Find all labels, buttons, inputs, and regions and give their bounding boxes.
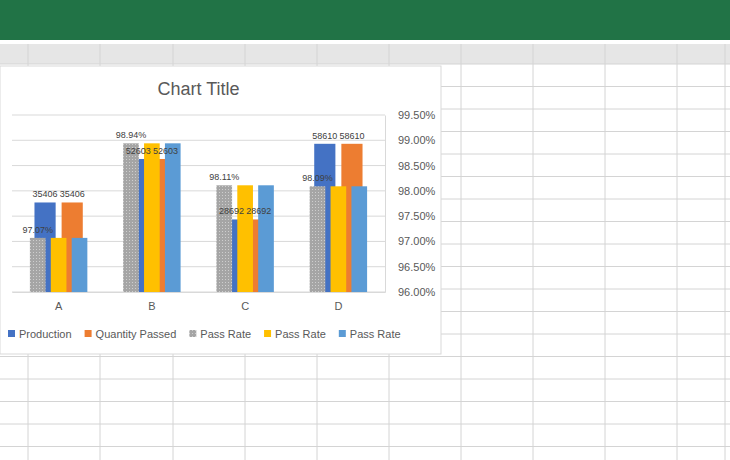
cell-line [725, 44, 726, 460]
ribbon [0, 0, 730, 40]
data-label: 97.07% [22, 225, 53, 235]
y2-tick: 98.00% [385, 185, 436, 197]
cell-line [0, 379, 730, 380]
x-tick-label: B [148, 300, 155, 312]
x-axis-line [13, 292, 386, 293]
y2-tick-label: 96.50% [398, 261, 436, 273]
bar [310, 186, 326, 292]
data-label: 35406 [60, 189, 85, 199]
legend-item: Pass Rate [264, 328, 326, 340]
y2-tick: 98.50% [385, 160, 436, 172]
bar [331, 186, 347, 292]
legend-label: Pass Rate [200, 328, 251, 340]
x-tick-label: D [334, 300, 342, 312]
data-label: 98.94% [116, 130, 147, 140]
y2-tick-label: 98.00% [398, 185, 436, 197]
bar [216, 185, 232, 292]
data-label: 52603 [126, 146, 151, 156]
chart-area [0, 66, 441, 354]
sheet-backdrop [0, 0, 730, 460]
bar [351, 186, 367, 292]
legend-label: Pass Rate [275, 328, 326, 340]
column-header [0, 44, 730, 64]
y2-axis-line [385, 116, 386, 293]
bar [237, 185, 253, 292]
chart-title: Chart Title [157, 79, 239, 99]
legend-label: Pass Rate [350, 328, 401, 340]
bars [30, 143, 367, 292]
x-tick-label: A [55, 300, 63, 312]
grid-line [12, 115, 385, 116]
legend-item: Production [8, 328, 72, 340]
x-tick: B [148, 292, 155, 312]
legend-label: Production [19, 328, 72, 340]
cell-line [533, 44, 534, 460]
x-tick: C [241, 292, 249, 312]
legend-label: Quantity Passed [96, 328, 177, 340]
y2-tick: 96.50% [385, 261, 436, 273]
data-label: 98.09% [302, 173, 333, 183]
grid [12, 115, 385, 292]
cell-line [0, 424, 730, 425]
data-label: 28692 [219, 206, 244, 216]
data-label: 58610 [312, 131, 337, 141]
y2-tick-label: 97.50% [398, 210, 436, 222]
x-axis: A B C D [13, 292, 386, 312]
legend: Production Quantity Passed Pass Rate Pass R… [8, 328, 401, 340]
cell-line [0, 64, 730, 65]
y2-tick: 96.00% [385, 286, 436, 298]
cell-line [0, 356, 730, 357]
y2-tick-label: 99.50% [398, 109, 436, 121]
cell-line [0, 401, 730, 402]
cell-line [605, 44, 606, 460]
x-tick-label: C [241, 300, 249, 312]
y2-tick: 99.00% [385, 134, 436, 146]
y2-tick: 97.50% [385, 210, 436, 222]
data-label: 35406 [33, 189, 58, 199]
y2-tick-label: 97.00% [398, 235, 436, 247]
page: Chart Title 35406 52603 28692 58610 35406 5260… [0, 0, 730, 460]
x-tick: A [55, 292, 63, 312]
legend-item: Quantity Passed [85, 328, 177, 340]
bar [51, 238, 67, 292]
bar [123, 143, 139, 292]
legend-swatch [339, 330, 346, 337]
legend-item: Pass Rate [339, 328, 401, 340]
cell-line [677, 44, 678, 460]
legend-swatch [8, 330, 15, 337]
bar [72, 238, 88, 292]
y2-tick-label: 99.00% [398, 134, 436, 146]
y2-tick: 97.00% [385, 235, 436, 247]
data-labels: 35406 52603 28692 58610 35406 52603 28692 58610… [22, 130, 364, 235]
legend-swatch [264, 330, 271, 337]
bar [165, 143, 181, 292]
bar [258, 185, 274, 292]
cell-line [0, 446, 730, 447]
bar [144, 143, 160, 292]
x-tick: D [334, 292, 342, 312]
legend-swatch [85, 330, 92, 337]
y2-axis: 96.00% 96.50% 97.00% 97.50% 98.00% 98.50% 99.0… [385, 109, 436, 298]
y2-tick: 99.50% [385, 109, 436, 121]
cell-line [461, 44, 462, 460]
data-label: 52603 [153, 146, 178, 156]
data-label: 28692 [246, 206, 271, 216]
data-label: 98.11% [209, 172, 239, 182]
legend-swatch [189, 330, 196, 337]
legend-item: Pass Rate [189, 328, 251, 340]
bar [30, 238, 46, 292]
y2-tick-label: 96.00% [398, 286, 436, 298]
y2-tick-label: 98.50% [398, 160, 436, 172]
data-label: 58610 [339, 131, 364, 141]
